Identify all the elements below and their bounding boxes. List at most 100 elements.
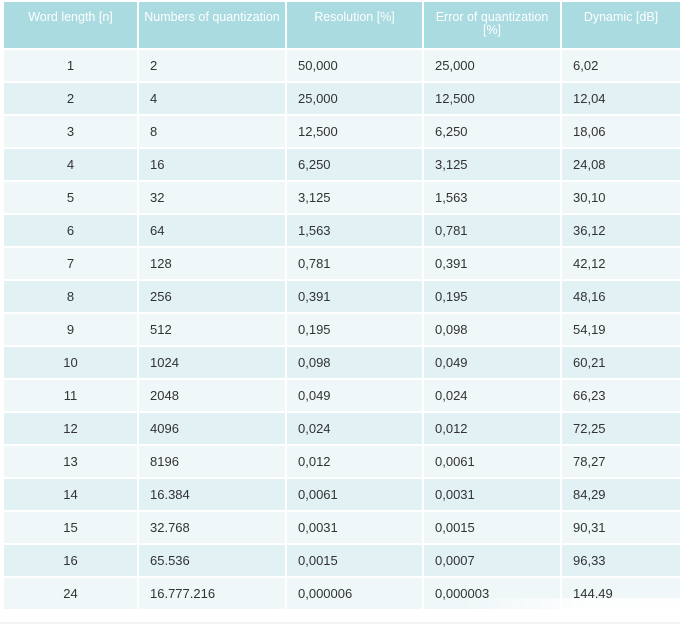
table-row: 24 16.777.216 0,000006 0,000003 144,49	[4, 578, 680, 611]
table-row: 11 2048 0,049 0,024 66,23	[4, 380, 680, 413]
header-error-of-quantization-label: Error of quantization [%]	[435, 10, 549, 37]
cell-numbers-of-quantization: 2048	[139, 380, 285, 413]
cell-error-of-quantization: 1,563	[424, 182, 560, 215]
cell-numbers-of-quantization: 1024	[139, 347, 285, 380]
cell-error-of-quantization: 0,012	[424, 413, 560, 446]
cell-error-of-quantization: 25,000	[424, 50, 560, 83]
cell-error-of-quantization: 0,049	[424, 347, 560, 380]
cell-numbers-of-quantization: 8	[139, 116, 285, 149]
cell-numbers-of-quantization: 65.536	[139, 545, 285, 578]
cell-error-of-quantization: 0,098	[424, 314, 560, 347]
table-row: 13 8196 0,012 0,0061 78,27	[4, 446, 680, 479]
cell-resolution: 0,0015	[287, 545, 422, 578]
cell-error-of-quantization: 0,781	[424, 215, 560, 248]
cell-error-of-quantization: 0,024	[424, 380, 560, 413]
cell-error-of-quantization: 0,0015	[424, 512, 560, 545]
cell-numbers-of-quantization: 16	[139, 149, 285, 182]
cell-dynamic: 96,33	[562, 545, 680, 578]
cell-resolution: 0,049	[287, 380, 422, 413]
cell-error-of-quantization: 0,000003	[424, 578, 560, 611]
cell-error-of-quantization: 12,500	[424, 83, 560, 116]
cell-resolution: 12,500	[287, 116, 422, 149]
table-row: 1 2 50,000 25,000 6,02	[4, 50, 680, 83]
table-row: 2 4 25,000 12,500 12,04	[4, 83, 680, 116]
cell-error-of-quantization: 0,0061	[424, 446, 560, 479]
cell-word-length: 12	[4, 413, 137, 446]
cell-numbers-of-quantization: 64	[139, 215, 285, 248]
table-row: 15 32.768 0,0031 0,0015 90,31	[4, 512, 680, 545]
cell-error-of-quantization: 6,250	[424, 116, 560, 149]
header-dynamic: Dynamic [dB]	[562, 2, 680, 50]
cell-resolution: 3,125	[287, 182, 422, 215]
cell-error-of-quantization: 0,0007	[424, 545, 560, 578]
quantization-table: Word length [n] Numbers of quantization …	[2, 2, 680, 611]
header-resolution-label: Resolution [%]	[314, 10, 395, 24]
cell-error-of-quantization: 3,125	[424, 149, 560, 182]
cell-resolution: 0,024	[287, 413, 422, 446]
table-row: 3 8 12,500 6,250 18,06	[4, 116, 680, 149]
cell-dynamic: 84,29	[562, 479, 680, 512]
cell-resolution: 6,250	[287, 149, 422, 182]
cell-numbers-of-quantization: 8196	[139, 446, 285, 479]
cell-error-of-quantization: 0,391	[424, 248, 560, 281]
cell-dynamic: 60,21	[562, 347, 680, 380]
cell-word-length: 6	[4, 215, 137, 248]
cell-dynamic: 36,12	[562, 215, 680, 248]
cell-word-length: 8	[4, 281, 137, 314]
cell-resolution: 1,563	[287, 215, 422, 248]
cell-numbers-of-quantization: 32	[139, 182, 285, 215]
table-row: 10 1024 0,098 0,049 60,21	[4, 347, 680, 380]
cell-numbers-of-quantization: 256	[139, 281, 285, 314]
cell-resolution: 0,391	[287, 281, 422, 314]
header-dynamic-label: Dynamic [dB]	[583, 10, 659, 24]
cell-error-of-quantization: 0,195	[424, 281, 560, 314]
bottom-border	[0, 622, 680, 624]
cell-dynamic: 78,27	[562, 446, 680, 479]
cell-dynamic: 6,02	[562, 50, 680, 83]
cell-resolution: 25,000	[287, 83, 422, 116]
cell-resolution: 0,0031	[287, 512, 422, 545]
cell-dynamic: 24,08	[562, 149, 680, 182]
table-row: 4 16 6,250 3,125 24,08	[4, 149, 680, 182]
cell-dynamic: 144,49	[562, 578, 680, 611]
cell-word-length: 24	[4, 578, 137, 611]
cell-numbers-of-quantization: 512	[139, 314, 285, 347]
cell-word-length: 14	[4, 479, 137, 512]
header-word-length: Word length [n]	[4, 2, 137, 50]
cell-resolution: 0,195	[287, 314, 422, 347]
cell-numbers-of-quantization: 32.768	[139, 512, 285, 545]
table-row: 6 64 1,563 0,781 36,12	[4, 215, 680, 248]
cell-word-length: 5	[4, 182, 137, 215]
header-resolution: Resolution [%]	[287, 2, 422, 50]
cell-dynamic: 72,25	[562, 413, 680, 446]
cell-resolution: 0,0061	[287, 479, 422, 512]
cell-word-length: 16	[4, 545, 137, 578]
cell-dynamic: 18,06	[562, 116, 680, 149]
cell-numbers-of-quantization: 4096	[139, 413, 285, 446]
cell-dynamic: 42,12	[562, 248, 680, 281]
header-row: Word length [n] Numbers of quantization …	[4, 2, 680, 50]
cell-word-length: 4	[4, 149, 137, 182]
table-row: 5 32 3,125 1,563 30,10	[4, 182, 680, 215]
cell-word-length: 11	[4, 380, 137, 413]
cell-word-length: 9	[4, 314, 137, 347]
cell-resolution: 0,000006	[287, 578, 422, 611]
cell-word-length: 15	[4, 512, 137, 545]
cell-word-length: 13	[4, 446, 137, 479]
cell-numbers-of-quantization: 128	[139, 248, 285, 281]
header-numbers-of-quantization-label: Numbers of quantization	[144, 10, 280, 24]
cell-numbers-of-quantization: 16.777.216	[139, 578, 285, 611]
cell-word-length: 3	[4, 116, 137, 149]
header-word-length-label: Word length [n]	[28, 10, 113, 24]
cell-resolution: 0,098	[287, 347, 422, 380]
cell-dynamic: 12,04	[562, 83, 680, 116]
table-row: 14 16.384 0,0061 0,0031 84,29	[4, 479, 680, 512]
cell-word-length: 10	[4, 347, 137, 380]
cell-dynamic: 66,23	[562, 380, 680, 413]
cell-dynamic: 90,31	[562, 512, 680, 545]
cell-dynamic: 30,10	[562, 182, 680, 215]
cell-numbers-of-quantization: 2	[139, 50, 285, 83]
cell-error-of-quantization: 0,0031	[424, 479, 560, 512]
cell-word-length: 1	[4, 50, 137, 83]
cell-dynamic: 48,16	[562, 281, 680, 314]
